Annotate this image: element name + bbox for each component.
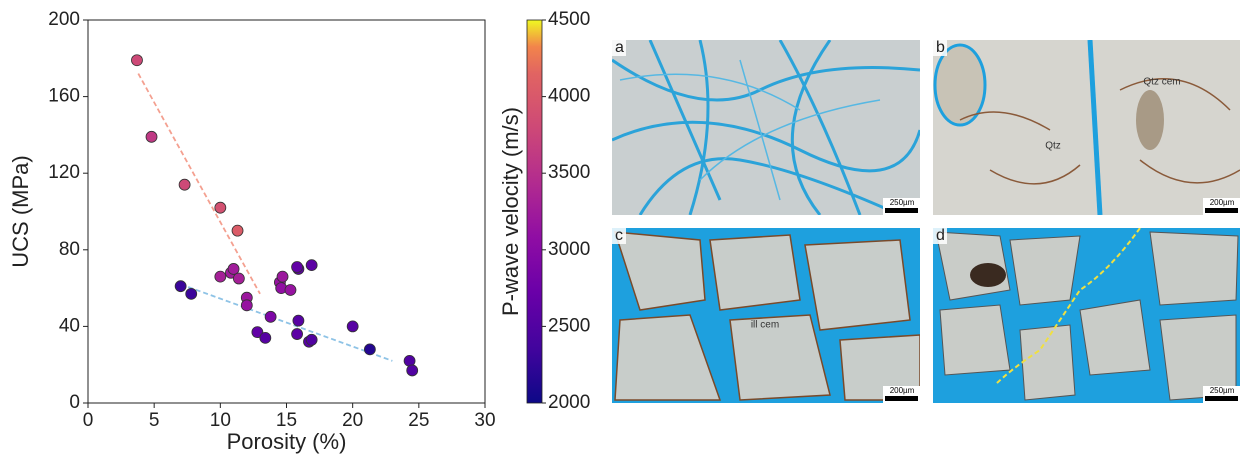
- colorbar-tick-label: 4000: [548, 86, 590, 107]
- scale-bar-label: 200µm: [890, 386, 915, 395]
- y-tick-label: 80: [59, 239, 80, 260]
- x-tick-label: 5: [149, 410, 160, 431]
- colorbar: [526, 19, 543, 404]
- trend-line: [137, 73, 261, 295]
- trend-line: [180, 283, 393, 362]
- annotation: Qtz: [1045, 141, 1061, 152]
- scale-bar-label: 250µm: [890, 198, 915, 207]
- panel-label-bg: [612, 40, 626, 56]
- plot-frame: [87, 19, 486, 404]
- colorbar-label: P-wave velocity (m/s): [498, 107, 523, 316]
- y-tick-label: 40: [59, 315, 80, 336]
- scale-bar: [885, 396, 918, 401]
- scatter-point: [231, 224, 244, 237]
- scatter-point: [276, 270, 289, 283]
- colorbar-tick-label: 2500: [548, 315, 590, 336]
- scatter-point: [264, 310, 277, 323]
- scatter-point: [251, 326, 264, 339]
- scatter-point: [259, 331, 272, 344]
- scale-bar: [1205, 208, 1238, 213]
- scatter-plot: 0 5 10 15 20 25 30 0 40 80 120 160 200 Porosity (%) UC…: [8, 9, 590, 454]
- scatter-point: [363, 343, 376, 356]
- scatter-point: [346, 320, 359, 333]
- x-tick-label: 30: [474, 410, 495, 431]
- scatter-point: [240, 299, 253, 312]
- scatter-point: [178, 178, 191, 191]
- micrograph: [933, 228, 1240, 403]
- colorbar-tick-label: 3000: [548, 239, 590, 260]
- micrograph: [612, 40, 920, 215]
- y-axis-label: UCS (MPa): [8, 155, 33, 267]
- scatter-point: [227, 263, 240, 275]
- panel-label: a: [615, 39, 624, 56]
- panel-label: d: [936, 227, 945, 244]
- scatter-point: [145, 130, 158, 143]
- scatter-point: [291, 328, 303, 340]
- micrograph: [933, 40, 1240, 215]
- y-tick-label: 200: [48, 9, 80, 30]
- scatter-point: [131, 54, 143, 67]
- x-tick-label: 25: [408, 410, 429, 431]
- annotation: ill cem: [751, 320, 779, 331]
- y-tick-label: 160: [48, 86, 80, 107]
- scatter-point: [174, 280, 187, 293]
- scatter-point: [232, 272, 245, 285]
- x-axis-label: Porosity (%): [227, 429, 347, 454]
- scatter-point: [284, 284, 297, 296]
- annotation: Qtz cem: [1143, 77, 1180, 88]
- panel-label-bg: [933, 40, 947, 56]
- scatter-point: [292, 314, 305, 327]
- colorbar-tick-label: 2000: [548, 392, 590, 413]
- colorbar-tick-label: 4500: [548, 9, 590, 30]
- scatter-point: [406, 364, 419, 377]
- scale-bar-label: 200µm: [1210, 198, 1235, 207]
- colorbar-tick-label: 3500: [548, 162, 590, 183]
- micrograph: [612, 228, 920, 403]
- panel-label-bg: [612, 228, 626, 244]
- scatter-point: [214, 270, 227, 283]
- scatter-point: [185, 287, 198, 300]
- x-tick-label: 15: [276, 410, 297, 431]
- panel-label: c: [615, 227, 623, 244]
- panel-label-bg: [933, 228, 947, 244]
- scatter-point: [305, 333, 318, 346]
- scale-bar: [1205, 396, 1238, 401]
- scale-bar: [885, 208, 918, 213]
- scale-bar-label: 250µm: [1210, 386, 1235, 395]
- scatter-point: [305, 259, 318, 272]
- x-tick-label: 10: [210, 410, 231, 431]
- y-tick-label: 120: [48, 162, 80, 183]
- scatter-point: [214, 201, 227, 214]
- x-tick-label: 0: [83, 410, 94, 431]
- panel-labels: a 250µm b 200µm Qtz Qtz cem c 200µm ill cem d 250µ…: [612, 39, 1240, 403]
- panel-label: b: [936, 39, 945, 56]
- scatter-point: [291, 261, 303, 273]
- x-tick-label: 20: [342, 410, 363, 431]
- y-tick-label: 0: [69, 392, 80, 413]
